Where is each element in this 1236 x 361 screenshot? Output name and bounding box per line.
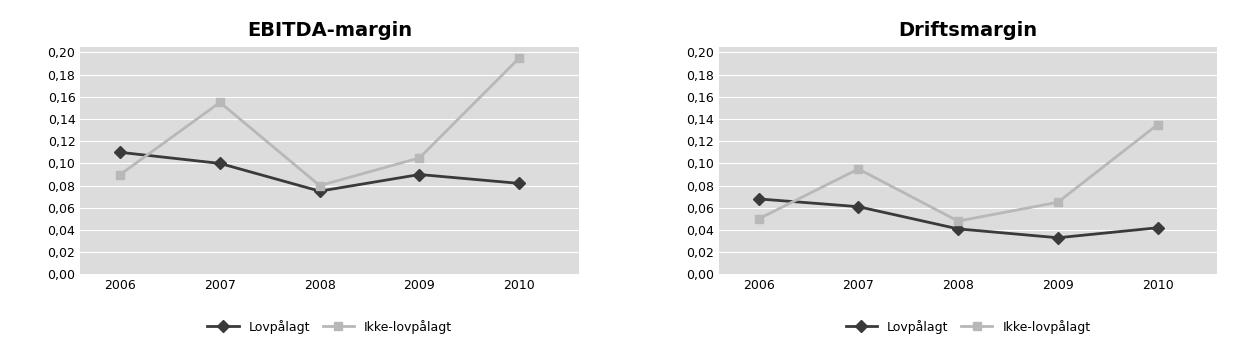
Legend: Lovpålagt, Ikke-lovpålagt: Lovpålagt, Ikke-lovpålagt (203, 315, 457, 339)
Ikke-lovpålagt (1151, 122, 1166, 127)
Ikke-lovpålagt (112, 172, 127, 177)
Lovpålagt (112, 150, 127, 155)
Line: Ikke-lovpålagt: Ikke-lovpålagt (754, 121, 1162, 225)
Title: EBITDA-margin: EBITDA-margin (247, 21, 413, 40)
Lovpålagt (1151, 226, 1166, 230)
Line: Lovpålagt: Lovpålagt (754, 195, 1162, 242)
Lovpålagt (512, 181, 527, 186)
Lovpålagt (850, 205, 865, 209)
Lovpålagt (950, 227, 965, 231)
Lovpålagt (213, 161, 227, 166)
Lovpålagt (412, 172, 426, 177)
Ikke-lovpålagt (412, 156, 426, 160)
Ikke-lovpålagt (313, 183, 328, 188)
Lovpålagt (313, 189, 328, 193)
Ikke-lovpålagt (950, 219, 965, 223)
Legend: Lovpålagt, Ikke-lovpålagt: Lovpålagt, Ikke-lovpålagt (840, 315, 1095, 339)
Title: Driftsmargin: Driftsmargin (899, 21, 1038, 40)
Ikke-lovpålagt (213, 100, 227, 105)
Ikke-lovpålagt (1051, 200, 1065, 204)
Lovpålagt (751, 197, 766, 201)
Line: Lovpålagt: Lovpålagt (116, 148, 523, 195)
Line: Ikke-lovpålagt: Ikke-lovpålagt (116, 54, 523, 190)
Ikke-lovpålagt (512, 56, 527, 60)
Ikke-lovpålagt (751, 217, 766, 221)
Lovpålagt (1051, 236, 1065, 240)
Ikke-lovpålagt (850, 167, 865, 171)
